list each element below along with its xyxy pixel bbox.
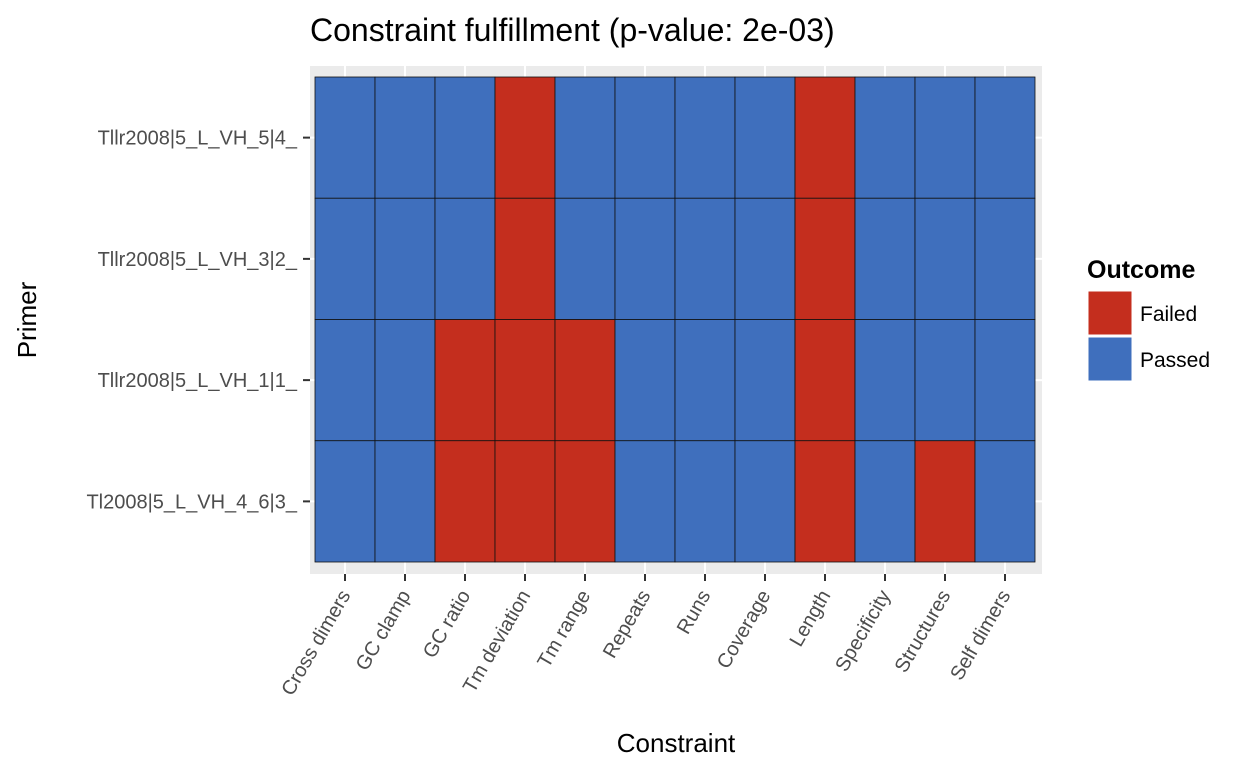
- heatmap-tile: [794, 197, 856, 320]
- heatmap-tile: [374, 76, 436, 199]
- heatmap-tile: [494, 319, 556, 442]
- heatmap-tile: [314, 76, 376, 199]
- x-tick-label: Cross dimers: [277, 587, 355, 700]
- y-axis-title: Primer: [12, 281, 42, 358]
- heatmap-tile: [734, 197, 796, 320]
- heatmap-tile: [914, 319, 976, 442]
- heatmap-tile: [734, 440, 796, 563]
- heatmap-tile: [974, 76, 1036, 199]
- heatmap-tile: [854, 76, 916, 199]
- x-tick-label: Structures: [891, 587, 956, 677]
- x-tick-label: GC clamp: [352, 587, 416, 675]
- x-axis-title: Constraint: [617, 728, 736, 758]
- heatmap-tile: [374, 197, 436, 320]
- heatmap-tile: [614, 319, 676, 442]
- heatmap-tile: [374, 440, 436, 563]
- x-tick-label: Coverage: [713, 587, 775, 673]
- heatmap-tile: [434, 440, 496, 563]
- legend-key: [1087, 336, 1133, 382]
- heatmap-tile: [614, 197, 676, 320]
- heatmap-tile: [614, 440, 676, 563]
- x-tick-label: Specificity: [831, 587, 895, 676]
- legend-title: Outcome: [1087, 256, 1195, 284]
- heatmap-tile: [434, 319, 496, 442]
- y-axis: Tllr2008|5_L_VH_5|4_ Tllr2008|5_L_VH_3|2_…: [86, 128, 310, 513]
- heatmap-tile: [374, 319, 436, 442]
- x-tick-label: Runs: [673, 587, 715, 638]
- heatmap-tile: [314, 197, 376, 320]
- heatmap-tile: [494, 197, 556, 320]
- heatmap-tile: [734, 319, 796, 442]
- heatmap-tile: [794, 440, 856, 563]
- heatmap-tile: [554, 76, 616, 199]
- heatmap-tile: [314, 319, 376, 442]
- heatmap-tile: [434, 76, 496, 199]
- legend-key: [1087, 290, 1133, 336]
- heatmap-tile: [554, 319, 616, 442]
- heatmap-tile: [914, 197, 976, 320]
- x-tick-label: Repeats: [599, 587, 655, 663]
- heatmap-tile: [974, 440, 1036, 563]
- heatmap-tile: [554, 440, 616, 563]
- x-tick-label: Tm range: [533, 587, 595, 672]
- heatmap-tile: [674, 440, 736, 563]
- legend: Outcome Failed Passed: [1087, 256, 1210, 382]
- heatmap-tile: [674, 319, 736, 442]
- x-tick-label: Length: [786, 587, 836, 651]
- heatmap-tile: [314, 440, 376, 563]
- legend-label: Failed: [1140, 303, 1197, 326]
- heatmap-tile: [794, 76, 856, 199]
- chart-title: Constraint fulfillment (p-value: 2e-03): [310, 12, 835, 48]
- heatmap-tile: [554, 197, 616, 320]
- heatmap-tile: [494, 440, 556, 563]
- heatmap-tiles: [314, 76, 1036, 563]
- heatmap-tile: [674, 197, 736, 320]
- heatmap-tile: [794, 319, 856, 442]
- heatmap-tile: [854, 440, 916, 563]
- heatmap-tile: [614, 76, 676, 199]
- y-tick-label: Tllr2008|5_L_VH_3|2_: [98, 249, 298, 271]
- y-tick-label: Tllr2008|5_L_VH_1|1_: [98, 370, 298, 392]
- heatmap-tile: [974, 319, 1036, 442]
- heatmap-tile: [734, 76, 796, 199]
- heatmap-tile: [914, 440, 976, 563]
- heatmap-tile: [974, 197, 1036, 320]
- y-tick-label: Tllr2008|5_L_VH_5|4_: [98, 128, 298, 150]
- x-tick-label: GC ratio: [419, 587, 475, 662]
- heatmap-tile: [434, 197, 496, 320]
- x-tick-label: Self dimers: [946, 587, 1015, 685]
- legend-label: Passed: [1140, 349, 1210, 372]
- heatmap-tile: [854, 319, 916, 442]
- heatmap-tile: [494, 76, 556, 199]
- heatmap-tile: [674, 76, 736, 199]
- y-tick-label: Tl2008|5_L_VH_4_6|3_: [86, 491, 297, 513]
- heatmap-tile: [914, 76, 976, 199]
- heatmap-tile: [854, 197, 916, 320]
